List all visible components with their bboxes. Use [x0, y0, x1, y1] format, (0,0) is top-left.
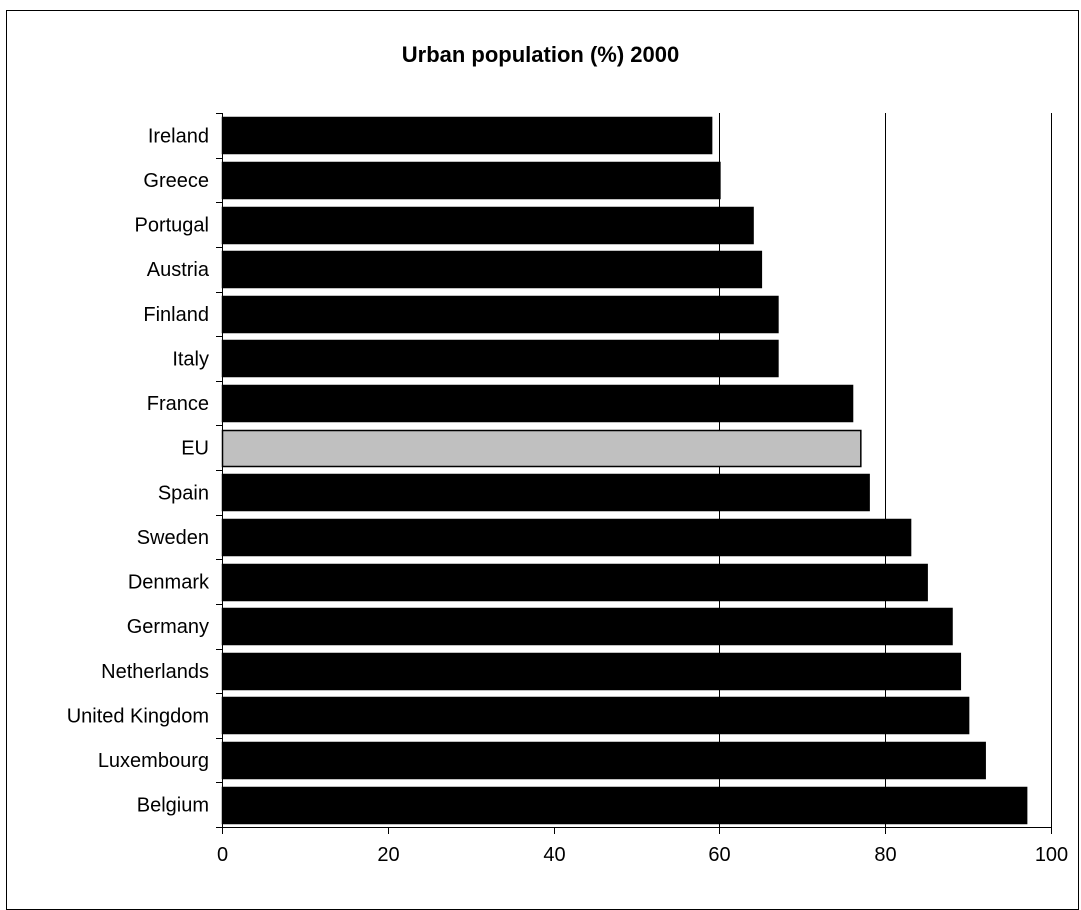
bar — [221, 339, 779, 378]
category-label: Netherlands — [101, 661, 209, 683]
bar — [221, 563, 928, 602]
category-label: Portugal — [135, 215, 210, 237]
category-label: Sweden — [137, 527, 209, 549]
bar — [221, 116, 713, 155]
category-label: United Kingdom — [67, 705, 209, 727]
bar — [221, 473, 870, 512]
category-label: Germany — [127, 616, 209, 638]
x-tick-label: 80 — [874, 844, 896, 866]
bar — [221, 607, 953, 646]
x-tick-label: 20 — [377, 844, 399, 866]
bar — [221, 518, 912, 557]
bar — [221, 741, 986, 780]
bar — [221, 206, 754, 245]
category-label: EU — [181, 438, 209, 460]
category-label: Denmark — [128, 572, 210, 594]
category-label: Luxembourg — [98, 750, 209, 772]
x-tick-label: 40 — [543, 844, 565, 866]
x-tick-label: 60 — [708, 844, 730, 866]
x-tick-label: 0 — [217, 844, 228, 866]
category-label: Belgium — [137, 795, 209, 817]
bar — [221, 295, 779, 334]
chart-title: Urban population (%) 2000 — [401, 42, 680, 67]
bar — [221, 250, 763, 289]
category-label: Greece — [143, 170, 209, 192]
bars — [221, 116, 1028, 825]
bar — [221, 786, 1028, 825]
category-labels: Ireland Greece Portugal Austria Finland Italy… — [67, 125, 210, 816]
bar — [221, 161, 721, 200]
x-tick-label: 100 — [1035, 844, 1068, 866]
category-label: Spain — [158, 482, 209, 504]
category-label: France — [147, 393, 209, 415]
x-tick-labels: 0 20 40 60 80 100 — [217, 844, 1068, 866]
category-label: Ireland — [148, 125, 209, 147]
bar — [221, 696, 970, 735]
category-label: Finland — [143, 304, 209, 326]
category-label: Italy — [172, 348, 209, 370]
bar — [221, 384, 854, 423]
bar — [221, 652, 962, 691]
bar — [221, 429, 862, 468]
category-label: Austria — [147, 259, 210, 281]
